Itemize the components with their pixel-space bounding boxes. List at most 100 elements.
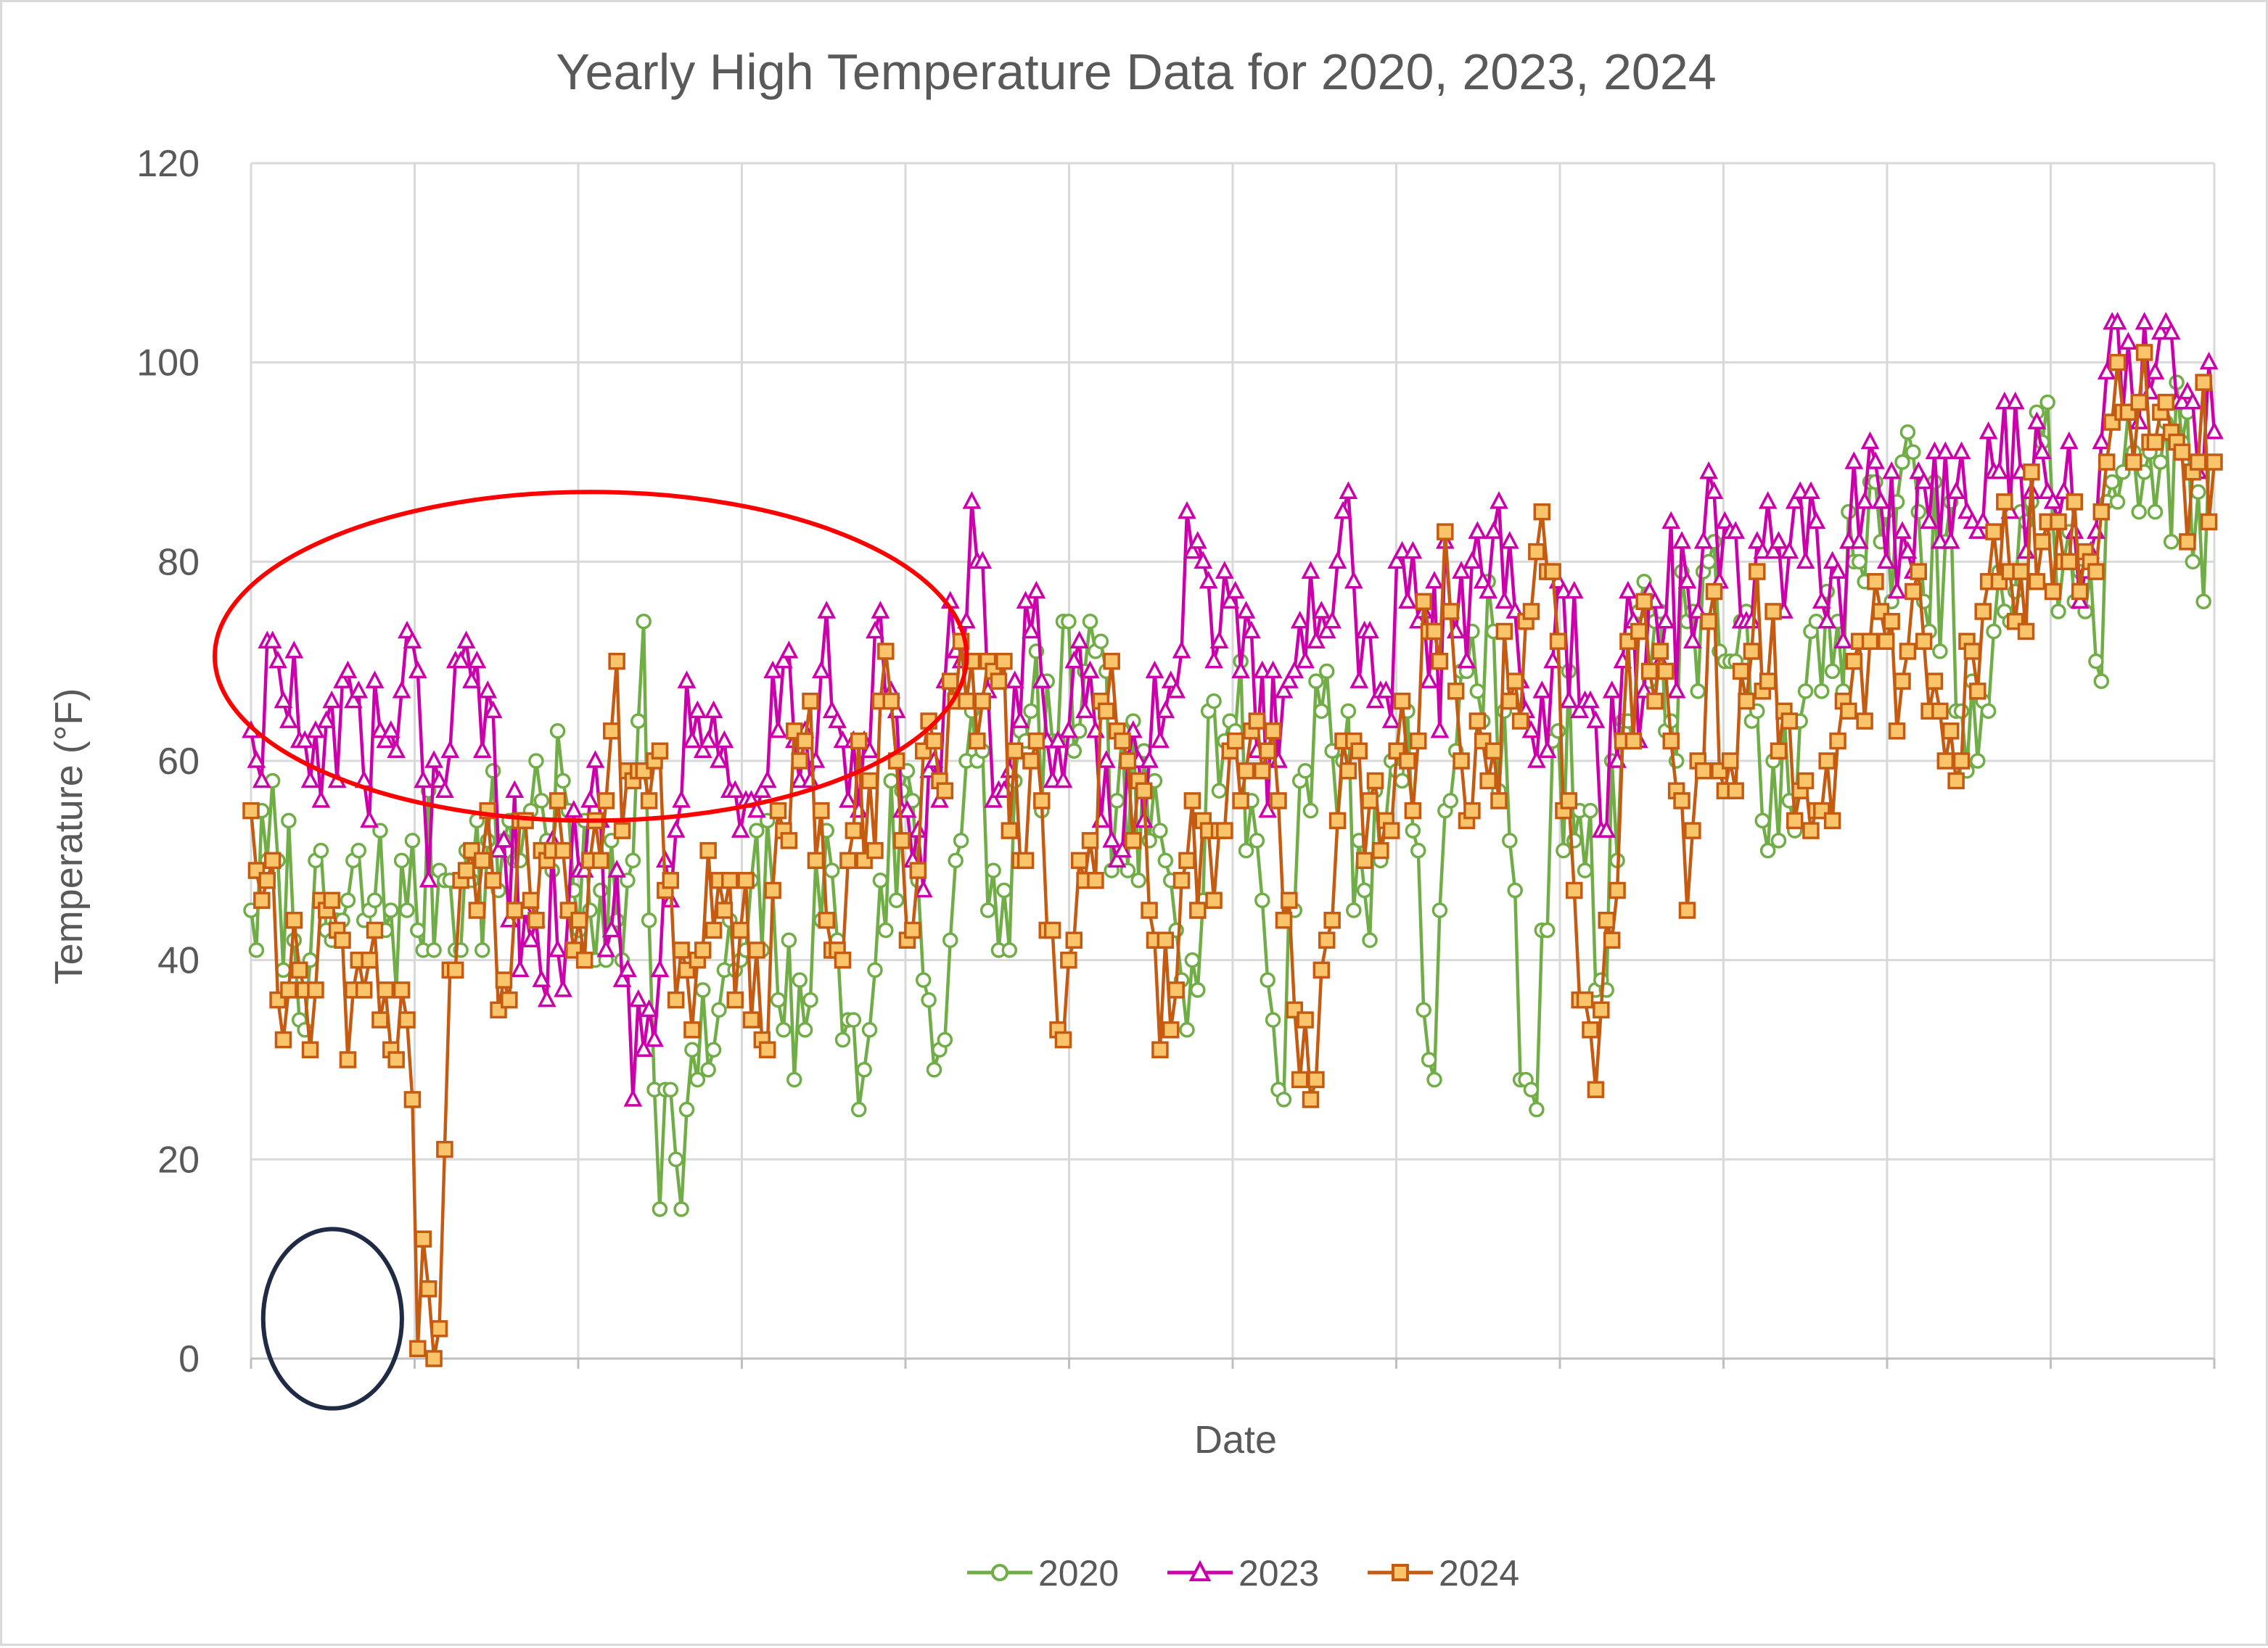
point-2024 xyxy=(377,981,395,999)
point-2023 xyxy=(1011,710,1030,728)
point-2020 xyxy=(275,962,292,978)
point-2023 xyxy=(1425,571,1444,589)
point-2023 xyxy=(860,740,879,759)
point-2023 xyxy=(316,710,336,728)
point-2020 xyxy=(1894,454,1910,470)
point-2024 xyxy=(1963,643,1981,660)
point-2023 xyxy=(957,610,976,629)
point-2023 xyxy=(757,770,777,788)
point-2024 xyxy=(1786,812,1804,830)
point-2023 xyxy=(1430,720,1450,738)
point-2023 xyxy=(311,790,331,808)
point-2020 xyxy=(281,812,297,829)
point-2024 xyxy=(2098,453,2116,471)
point-2023 xyxy=(828,710,847,728)
point-2020 xyxy=(1824,663,1841,680)
point-2023 xyxy=(1312,601,1331,619)
point-2024 xyxy=(802,692,819,710)
point-2024 xyxy=(1770,742,1788,760)
point-2020 xyxy=(1582,802,1598,819)
point-2023 xyxy=(274,690,293,709)
point-2024 xyxy=(2044,582,2062,601)
point-2024 xyxy=(1802,822,1820,839)
point-2023 xyxy=(1069,630,1089,648)
point-2023 xyxy=(1183,540,1202,559)
point-2020 xyxy=(802,992,818,1008)
point-2024 xyxy=(1453,752,1470,770)
point-2023 xyxy=(1096,750,1116,768)
point-2020 xyxy=(2190,484,2206,500)
point-2023 xyxy=(1812,590,1831,609)
point-2020 xyxy=(1394,772,1410,789)
point-2023 xyxy=(1457,650,1476,669)
point-2020 xyxy=(393,852,410,869)
point-2023 xyxy=(1860,431,1880,450)
point-2020 xyxy=(1502,833,1518,849)
point-2023 xyxy=(2016,540,2036,559)
point-2024 xyxy=(2195,374,2212,391)
point-2023 xyxy=(871,601,890,619)
point-2024 xyxy=(1856,712,1873,730)
point-2020 xyxy=(1556,842,1571,859)
point-2023 xyxy=(1602,680,1622,699)
point-2024 xyxy=(419,1280,437,1298)
point-2023 xyxy=(532,969,551,987)
point-2020 xyxy=(641,912,657,928)
point-2020 xyxy=(1932,643,1948,659)
point-2020 xyxy=(1275,1092,1292,1108)
point-2024 xyxy=(1355,852,1373,870)
point-2024 xyxy=(1437,523,1454,540)
legend: 2020 2023 2024 xyxy=(967,1553,1519,1594)
point-2024 xyxy=(1001,822,1019,839)
point-2024 xyxy=(742,1011,760,1029)
point-2023 xyxy=(822,700,842,719)
point-2024 xyxy=(2017,622,2035,640)
point-2023 xyxy=(451,650,471,669)
point-2024 xyxy=(1484,742,1503,760)
legend-item-2020[interactable]: 2020 xyxy=(967,1553,1119,1594)
point-2020 xyxy=(695,982,711,998)
point-2020 xyxy=(979,902,996,918)
point-2023 xyxy=(1113,839,1132,858)
point-2024 xyxy=(2173,443,2191,461)
point-2023 xyxy=(1339,481,1358,499)
legend-item-2023[interactable]: 2023 xyxy=(1167,1553,1319,1594)
point-2023 xyxy=(1699,461,1719,479)
point-2023 xyxy=(1215,561,1234,579)
point-2023 xyxy=(1172,640,1191,659)
point-2024 xyxy=(301,1041,319,1059)
point-2024 xyxy=(1081,832,1099,849)
point-2023 xyxy=(2199,351,2219,370)
point-2023 xyxy=(1963,511,1982,530)
point-2024 xyxy=(597,792,615,809)
point-2023 xyxy=(1866,451,1885,469)
point-2024 xyxy=(866,841,884,860)
point-2024 xyxy=(1399,752,1416,770)
point-2024 xyxy=(1952,752,1971,770)
point-2023 xyxy=(1285,660,1304,679)
legend-item-2024[interactable]: 2024 xyxy=(1368,1553,1519,1594)
point-2023 xyxy=(1317,620,1336,639)
point-2023 xyxy=(1693,531,1713,549)
point-2023 xyxy=(1334,500,1352,519)
point-2023 xyxy=(1715,511,1735,530)
point-2023 xyxy=(398,620,416,639)
point-2023 xyxy=(322,690,342,709)
point-2024 xyxy=(1033,792,1051,809)
point-2024 xyxy=(608,652,625,670)
point-2023 xyxy=(403,630,422,648)
point-2024 xyxy=(845,822,863,839)
point-2020 xyxy=(673,1201,689,1217)
point-2023 xyxy=(1521,720,1541,738)
point-2024 xyxy=(506,902,524,919)
point-2023 xyxy=(1209,630,1229,648)
point-2023 xyxy=(268,650,287,669)
point-2024 xyxy=(699,841,717,860)
point-2024 xyxy=(834,951,852,969)
point-2024 xyxy=(1426,622,1443,640)
point-2020 xyxy=(1184,952,1201,968)
point-2020 xyxy=(399,902,415,918)
point-2020 xyxy=(1265,1012,1281,1028)
point-2023 xyxy=(333,670,352,688)
point-2024 xyxy=(575,951,593,969)
